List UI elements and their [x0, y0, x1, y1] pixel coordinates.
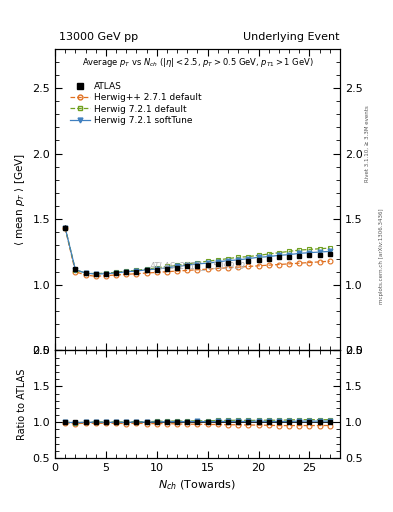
Text: Average $p_T$ vs $N_{ch}$ ($|\eta| < 2.5$, $p_T > 0.5$ GeV, $p_{T1} > 1$ GeV): Average $p_T$ vs $N_{ch}$ ($|\eta| < 2.5…: [82, 56, 313, 69]
Y-axis label: $\langle$ mean $p_T$ $\rangle$ [GeV]: $\langle$ mean $p_T$ $\rangle$ [GeV]: [13, 153, 27, 246]
Y-axis label: Ratio to ATLAS: Ratio to ATLAS: [17, 369, 27, 440]
Legend: ATLAS, Herwig++ 2.7.1 default, Herwig 7.2.1 default, Herwig 7.2.1 softTune: ATLAS, Herwig++ 2.7.1 default, Herwig 7.…: [68, 80, 204, 126]
Text: ATLAS_2017_I1509919: ATLAS_2017_I1509919: [149, 262, 246, 270]
Text: Rivet 3.1.10, ≥ 3.3M events: Rivet 3.1.10, ≥ 3.3M events: [365, 105, 370, 182]
Text: 13000 GeV pp: 13000 GeV pp: [59, 32, 138, 42]
Text: mcplots.cern.ch [arXiv:1306.3436]: mcplots.cern.ch [arXiv:1306.3436]: [379, 208, 384, 304]
Text: Underlying Event: Underlying Event: [243, 32, 340, 42]
X-axis label: $N_{ch}$ (Towards): $N_{ch}$ (Towards): [158, 479, 237, 492]
